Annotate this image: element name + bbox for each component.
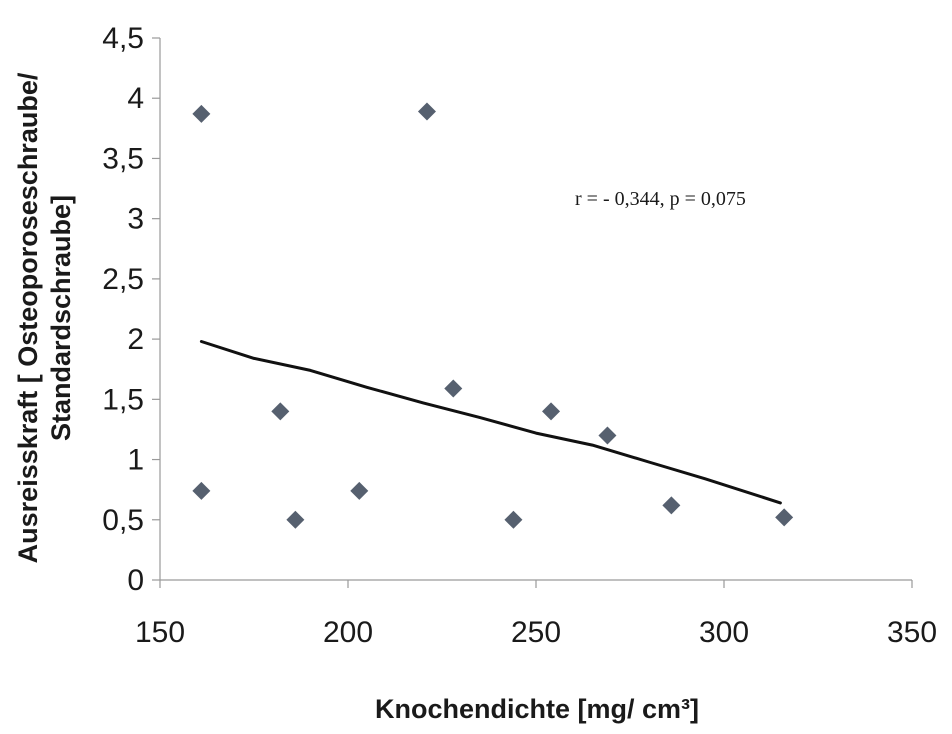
data-point bbox=[417, 102, 436, 121]
data-point bbox=[350, 481, 369, 500]
y-tick-label: 0 bbox=[127, 564, 144, 597]
x-tick-label: 250 bbox=[511, 616, 561, 649]
x-tick-label: 150 bbox=[135, 616, 185, 649]
y-tick-label: 3 bbox=[127, 203, 144, 236]
y-axis-title-line1: Ausreisskraft [ Osteoporoseschraube/ bbox=[13, 72, 43, 563]
data-point bbox=[662, 496, 681, 515]
data-point bbox=[775, 508, 794, 527]
y-tick-label: 1 bbox=[127, 444, 144, 477]
data-point bbox=[504, 510, 523, 529]
data-point bbox=[271, 402, 290, 421]
trendline bbox=[199, 340, 782, 505]
data-point bbox=[286, 510, 305, 529]
correlation-annotation: r = - 0,344, p = 0,075 bbox=[575, 188, 746, 210]
x-axis-title: Knochendichte [mg/ cm³] bbox=[375, 694, 699, 724]
data-point bbox=[444, 379, 463, 398]
axes-layer bbox=[152, 37, 913, 588]
y-tick-label: 4,5 bbox=[102, 22, 144, 55]
y-tick-label: 0,5 bbox=[102, 504, 144, 537]
y-axis-title-line2: Standardschraube] bbox=[46, 195, 76, 441]
data-point bbox=[542, 402, 561, 421]
trendline-layer bbox=[199, 340, 782, 505]
data-point bbox=[598, 426, 617, 445]
y-tick-label: 2 bbox=[127, 323, 144, 356]
x-tick-label: 200 bbox=[323, 616, 373, 649]
y-tick-label: 3,5 bbox=[102, 142, 144, 175]
x-tick-label: 350 bbox=[887, 616, 937, 649]
data-points-layer bbox=[192, 102, 794, 529]
data-point bbox=[192, 104, 211, 123]
y-tick-label: 1,5 bbox=[102, 383, 144, 416]
x-tick-label: 300 bbox=[699, 616, 749, 649]
data-point bbox=[192, 481, 211, 500]
y-tick-label: 4 bbox=[127, 82, 144, 115]
y-tick-label: 2,5 bbox=[102, 263, 144, 296]
tick-labels-layer: 0 0,5 1 1,5 2 2,5 3 3,5 4 4,5 150 200 250 300 350 bbox=[102, 22, 937, 649]
